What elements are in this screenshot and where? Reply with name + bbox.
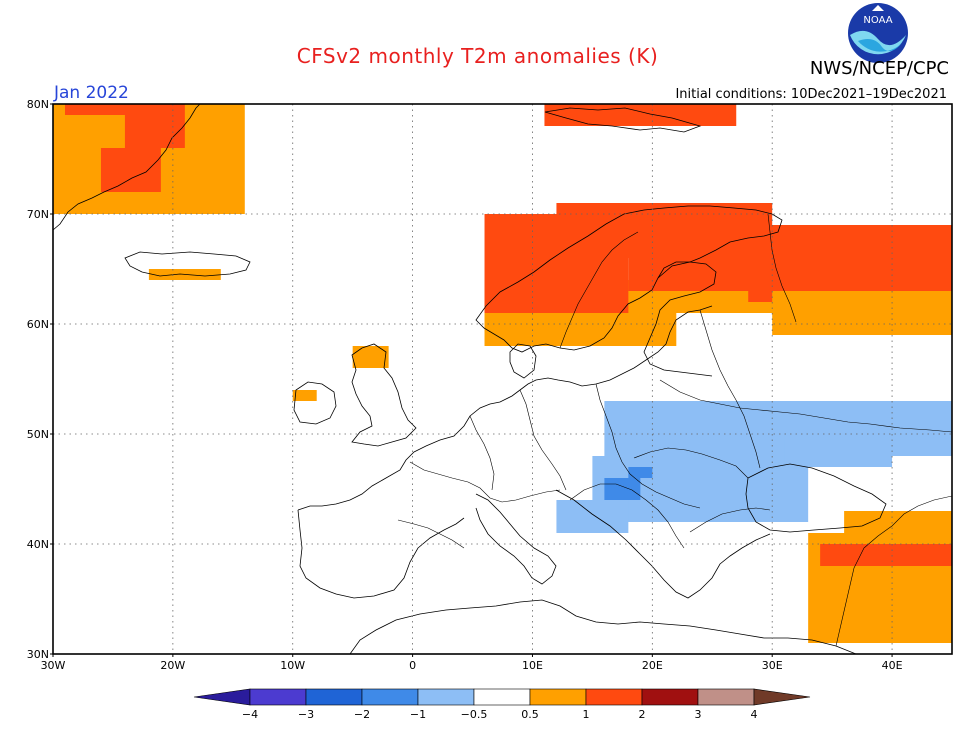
colorbar-segment [473, 688, 531, 706]
latitude-label: 50N [27, 428, 49, 441]
colorbar-tick-label: 3 [695, 708, 702, 721]
target-month-label: Jan 2022 [54, 83, 129, 103]
anomaly-cell [820, 544, 952, 566]
longitude-label: 20W [160, 659, 185, 672]
colorbar-segment [361, 688, 419, 706]
colorbar-tick-label: 2 [639, 708, 646, 721]
anomaly-cell [292, 390, 317, 401]
coastline-scandinavia [475, 205, 783, 353]
anomaly-cell [844, 511, 952, 544]
coastline-balkans [555, 489, 771, 599]
latitude-label: 70N [27, 208, 49, 221]
colorbar-tick-label: −3 [298, 708, 314, 721]
colorbar-segment [585, 688, 643, 706]
coastline-baltic [643, 261, 717, 377]
coastline-europe [297, 305, 713, 511]
colorbar-tick-label: 1 [583, 708, 590, 721]
anomaly-cell [352, 346, 389, 368]
map-frame [52, 103, 953, 655]
longitude-label: 30W [41, 659, 66, 672]
colorbar-tick-label: 0.5 [521, 708, 539, 721]
initial-conditions-label: Initial conditions: 10Dec2021–19Dec2021 [675, 87, 947, 102]
coastline-italy [475, 493, 557, 585]
colorbar-tick-label: −1 [410, 708, 426, 721]
logo-text: NOAA [863, 15, 892, 26]
map-title: CFSv2 monthly T2m anomalies (K) [296, 44, 659, 68]
coastline-ireland [293, 381, 337, 425]
longitude-label: 40E [882, 659, 903, 672]
anomaly-cell [556, 203, 773, 258]
anomaly-cell [628, 467, 653, 478]
anomaly-cell [604, 401, 952, 456]
colorbar-segment [697, 688, 755, 706]
coastline-iberia [297, 509, 465, 599]
anomaly-cell [64, 104, 185, 115]
latitude-label: 30N [27, 648, 49, 661]
colorbar-segment [305, 688, 363, 706]
coastline-greenland [53, 104, 201, 231]
organization-label: NWS/NCEP/CPC [809, 58, 949, 79]
longitude-label: 20E [642, 659, 663, 672]
anomaly-cell [100, 148, 161, 192]
colorbar-low-extension [193, 688, 251, 706]
noaa-logo: NOAA [848, 3, 908, 63]
longitude-label: 0 [409, 659, 416, 672]
coastline-iceland [124, 251, 251, 277]
coastline-north-africa [349, 599, 857, 654]
latitude-label: 80N [27, 98, 49, 111]
longitude-label: 10W [280, 659, 305, 672]
anomaly-cell [124, 115, 185, 148]
latitude-label: 40N [27, 538, 49, 551]
colorbar-tick-label: −0.5 [461, 708, 488, 721]
colorbar-segment [529, 688, 587, 706]
anomaly-cell [604, 478, 641, 500]
coastline-britain [351, 343, 417, 447]
longitude-label: 30E [762, 659, 783, 672]
coastline-black-sea [745, 463, 887, 533]
anomaly-cell [556, 500, 629, 533]
colorbar-tick-label: 4 [751, 708, 758, 721]
coastline-denmark [509, 343, 537, 379]
anomaly-cell [772, 291, 952, 335]
colorbar-tick-label: −2 [354, 708, 370, 721]
colorbar-segment [417, 688, 475, 706]
anomaly-cell [628, 258, 797, 291]
colorbar-segment [249, 688, 307, 706]
colorbar-tick-label: −4 [242, 708, 258, 721]
latitude-label: 60N [27, 318, 49, 331]
coastline-svalbard [544, 107, 702, 133]
colorbar-segment [641, 688, 699, 706]
longitude-label: 10E [522, 659, 543, 672]
colorbar-high-extension [753, 688, 811, 706]
anomaly-cell [784, 434, 893, 467]
